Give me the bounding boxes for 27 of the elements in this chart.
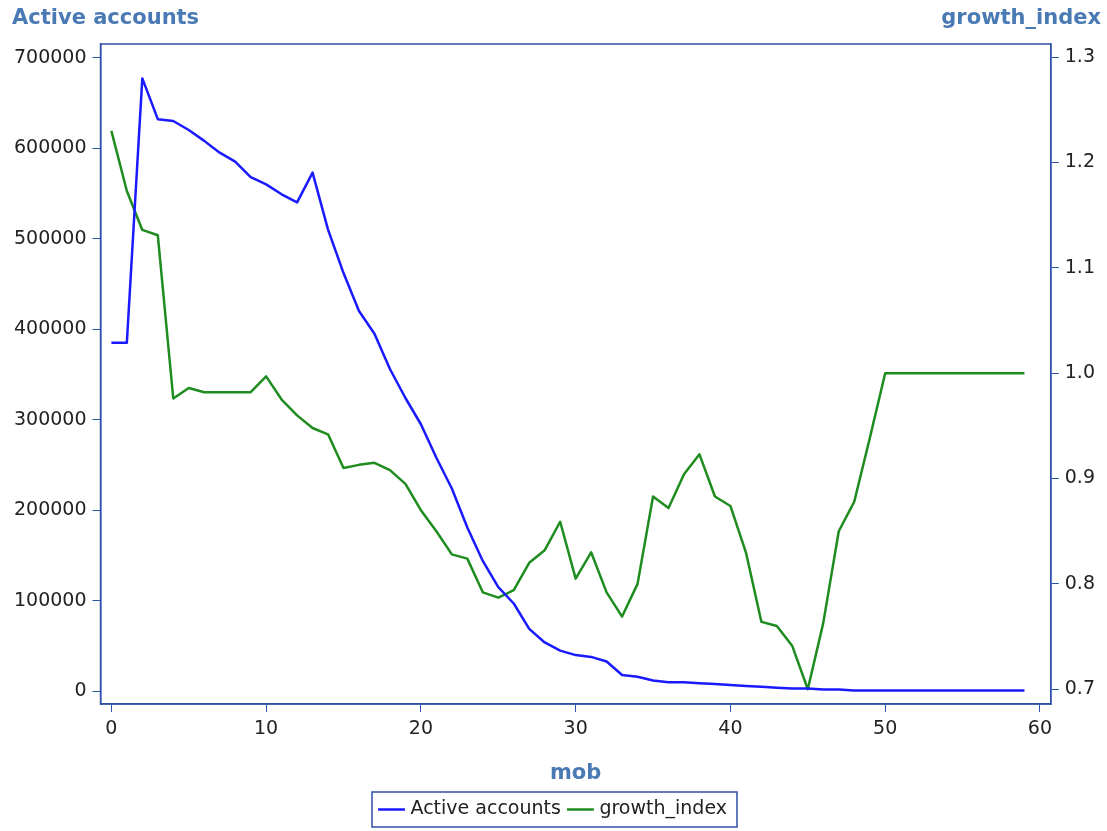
y-tick-label: 600000 xyxy=(14,135,87,158)
y2-tick-label: 0.9 xyxy=(1064,465,1095,488)
y2-tick-label: 1.3 xyxy=(1064,44,1095,67)
legend-label: Active accounts xyxy=(410,796,561,819)
y2-axis-title: growth_index xyxy=(941,4,1102,29)
y-tick-label: 500000 xyxy=(14,225,87,248)
y-tick-label: 0 xyxy=(74,678,87,701)
x-tick-label: 50 xyxy=(873,716,898,739)
y-tick-label: 100000 xyxy=(14,587,87,610)
y2-tick-label: 1.0 xyxy=(1064,360,1095,383)
y-tick-label: 200000 xyxy=(14,497,87,520)
x-tick-label: 30 xyxy=(563,716,588,739)
x-tick-label: 20 xyxy=(408,716,433,739)
y2-tick-label: 0.8 xyxy=(1064,570,1095,593)
y-tick-label: 700000 xyxy=(14,44,87,67)
y2-tick-label: 1.2 xyxy=(1064,149,1095,172)
x-tick-label: 60 xyxy=(1027,716,1053,739)
x-axis-title: mob xyxy=(549,759,602,784)
y2-tick-label: 0.7 xyxy=(1064,676,1095,699)
y-tick-label: 300000 xyxy=(14,406,87,429)
y-axis-title: Active accounts xyxy=(12,4,200,29)
y2-tick-label: 1.1 xyxy=(1064,254,1095,277)
legend-label: growth_index xyxy=(599,796,727,820)
y-tick-label: 400000 xyxy=(14,316,87,339)
x-tick-label: 40 xyxy=(718,716,743,739)
x-tick-label: 10 xyxy=(254,716,279,739)
x-tick-label: 0 xyxy=(105,716,118,739)
